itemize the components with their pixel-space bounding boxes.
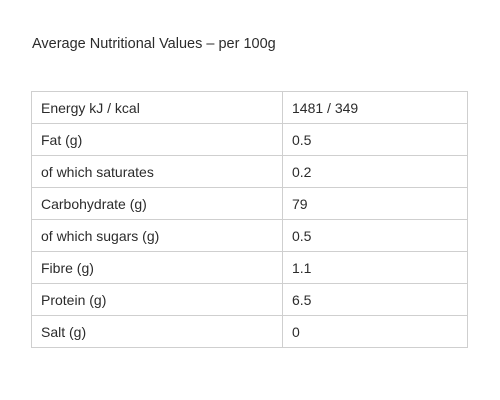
- row-label: of which sugars (g): [31, 219, 283, 252]
- row-label: Energy kJ / kcal: [31, 91, 283, 124]
- table-row-fat: Fat (g) 0.5: [31, 123, 468, 156]
- table-row-carbohydrate: Carbohydrate (g) 79: [31, 187, 468, 220]
- table-row-protein: Protein (g) 6.5: [31, 283, 468, 316]
- row-label: Protein (g): [31, 283, 283, 316]
- nutrition-table: Energy kJ / kcal 1481 / 349 Fat (g) 0.5 …: [31, 91, 468, 348]
- row-label: Salt (g): [31, 315, 283, 348]
- nutrition-heading: Average Nutritional Values – per 100g: [32, 36, 276, 52]
- row-value: 1481 / 349: [282, 91, 468, 124]
- row-value: 0.5: [282, 123, 468, 156]
- row-label: of which saturates: [31, 155, 283, 188]
- row-value: 1.1: [282, 251, 468, 284]
- row-label: Carbohydrate (g): [31, 187, 283, 220]
- table-row-energy: Energy kJ / kcal 1481 / 349: [31, 91, 468, 124]
- row-value: 0.2: [282, 155, 468, 188]
- row-value: 6.5: [282, 283, 468, 316]
- row-value: 79: [282, 187, 468, 220]
- table-row-sugars: of which sugars (g) 0.5: [31, 219, 468, 252]
- table-row-saturates: of which saturates 0.2: [31, 155, 468, 188]
- table-row-fibre: Fibre (g) 1.1: [31, 251, 468, 284]
- row-value: 0.5: [282, 219, 468, 252]
- row-value: 0: [282, 315, 468, 348]
- row-label: Fat (g): [31, 123, 283, 156]
- row-label: Fibre (g): [31, 251, 283, 284]
- table-row-salt: Salt (g) 0: [31, 315, 468, 348]
